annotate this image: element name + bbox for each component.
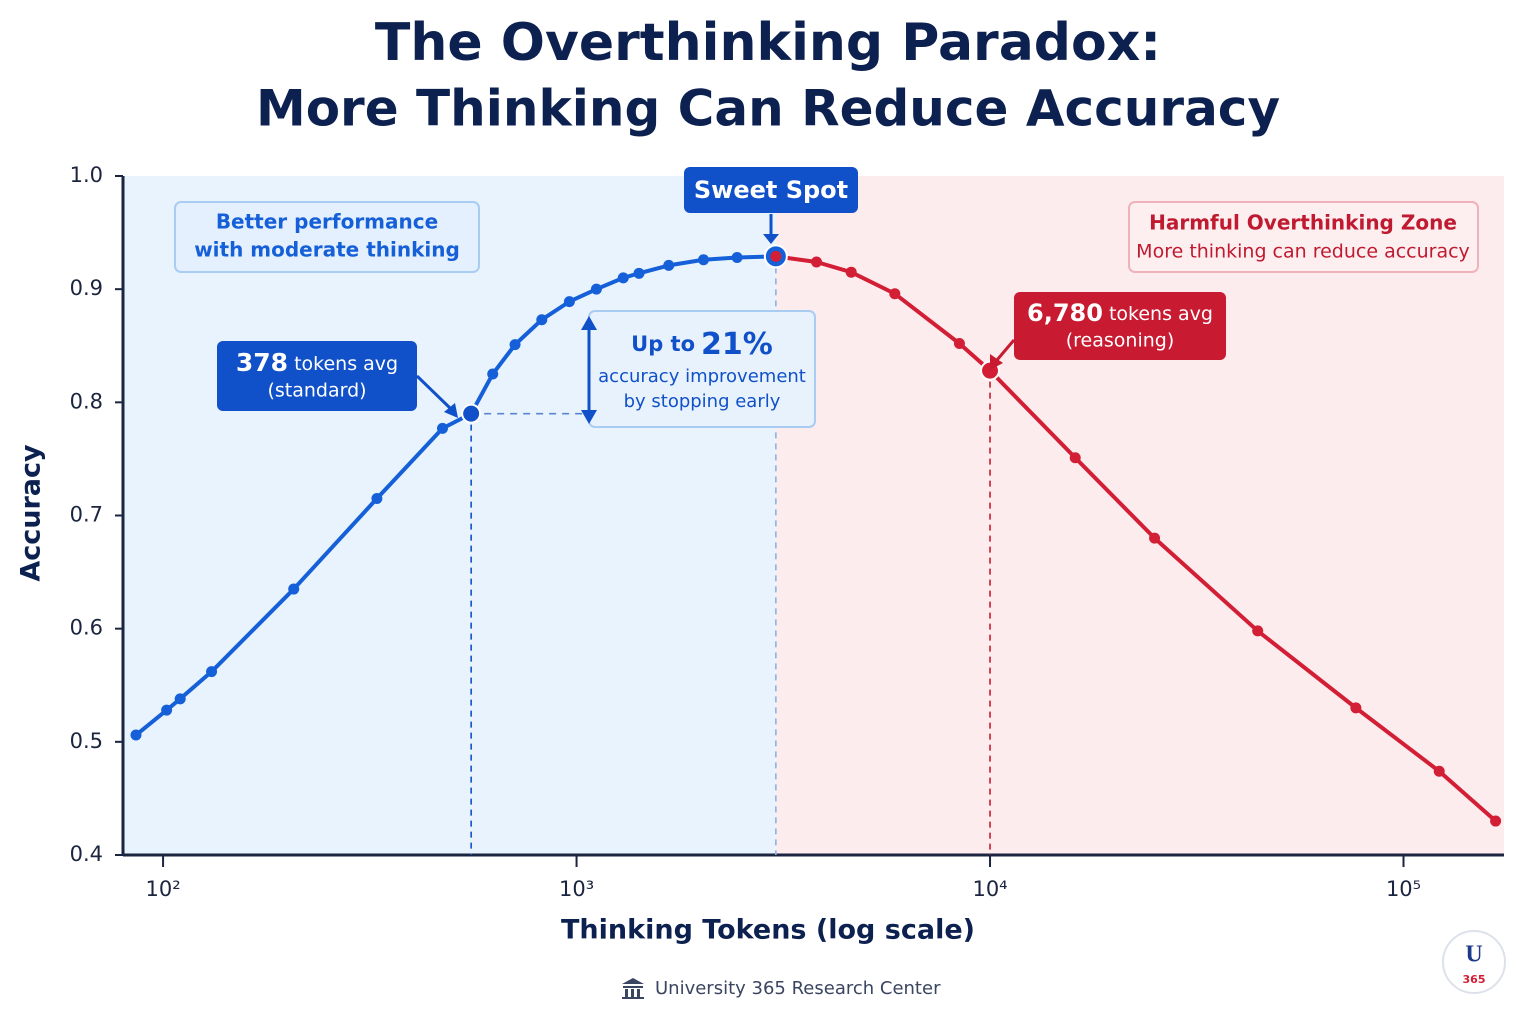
reasoning-note: (reasoning) (1066, 330, 1175, 352)
bad-zone (775, 176, 1504, 855)
improvement-text: by stopping early (624, 391, 781, 412)
y-tick-label: 0.5 (70, 729, 103, 753)
data-point (953, 337, 965, 349)
standard-note: (standard) (267, 380, 366, 402)
arrow (995, 339, 1016, 361)
logo-letter: U (1465, 942, 1482, 968)
x-tick-label: 10⁴ (972, 877, 1007, 901)
data-point (1149, 532, 1161, 544)
y-tick-label: 1.0 (70, 163, 103, 187)
data-point (811, 256, 823, 268)
data-point (845, 266, 857, 278)
y-tick-label: 0.8 (70, 389, 103, 413)
data-point (130, 729, 142, 741)
data-point (1433, 765, 1445, 777)
good-zone-box (174, 201, 480, 273)
data-point (509, 339, 521, 351)
x-tick-label: 10³ (559, 877, 594, 901)
footer: University 365 Research Center (655, 978, 941, 999)
logo (1442, 930, 1506, 994)
x-tick-label: 10² (145, 877, 180, 901)
x-tick-label: 10⁵ (1386, 877, 1421, 901)
data-point (174, 693, 186, 705)
sweet-spot-label: Sweet Spot (694, 176, 848, 204)
good-zone-label: with moderate thinking (194, 238, 460, 262)
series-line (775, 254, 1497, 823)
standard-box (217, 341, 417, 411)
bad-zone-box (1128, 201, 1479, 273)
data-point (889, 288, 901, 300)
footer-icon (622, 978, 644, 999)
data-point (663, 259, 675, 271)
reasoning-label: 6,780 tokens avg (1027, 299, 1213, 327)
bad-zone-label: Harmful Overthinking Zone (1149, 211, 1457, 235)
data-point (698, 254, 710, 266)
y-tick-label: 0.7 (70, 503, 103, 527)
data-point (487, 368, 499, 380)
sweet-spot-box (684, 167, 858, 213)
good-zone-label: Better performance (216, 210, 438, 234)
data-point (590, 283, 602, 295)
chart-subtitle: More Thinking Can Reduce Accuracy (256, 80, 1280, 138)
data-point (161, 704, 173, 716)
chart-title: The Overthinking Paradox: (375, 13, 1161, 73)
standard-label: 378 tokens avg (236, 348, 398, 377)
y-axis-label: Accuracy (16, 444, 47, 582)
data-point (536, 314, 548, 326)
data-point (731, 251, 743, 263)
arrow-head (444, 403, 458, 418)
data-point (633, 267, 645, 279)
x-axis-label: Thinking Tokens (log scale) (561, 915, 975, 946)
improvement-text: accuracy improvement (598, 366, 806, 387)
data-point (1252, 625, 1264, 637)
good-zone (123, 176, 776, 855)
y-tick-label: 0.9 (70, 276, 103, 300)
logo-number: 365 (1463, 973, 1486, 986)
data-point (371, 493, 383, 505)
improvement-label: Up to 21% (631, 327, 773, 362)
bad-zone-label: More thinking can reduce accuracy (1136, 241, 1470, 263)
data-point (1350, 702, 1362, 714)
data-point (1490, 815, 1502, 827)
data-point (461, 403, 482, 424)
zones (123, 176, 1504, 855)
data-point (206, 666, 218, 678)
data-point (563, 296, 575, 308)
data-point (1069, 452, 1081, 464)
arrow-head (763, 234, 779, 244)
y-tick-label: 0.4 (70, 842, 103, 866)
arrow-head (990, 354, 1003, 370)
data-point (617, 272, 629, 284)
data-point (436, 422, 448, 434)
data-point (770, 250, 782, 262)
arrow (415, 374, 452, 410)
data-point (288, 583, 300, 595)
reasoning-box (1014, 292, 1226, 360)
y-tick-label: 0.6 (70, 616, 103, 640)
